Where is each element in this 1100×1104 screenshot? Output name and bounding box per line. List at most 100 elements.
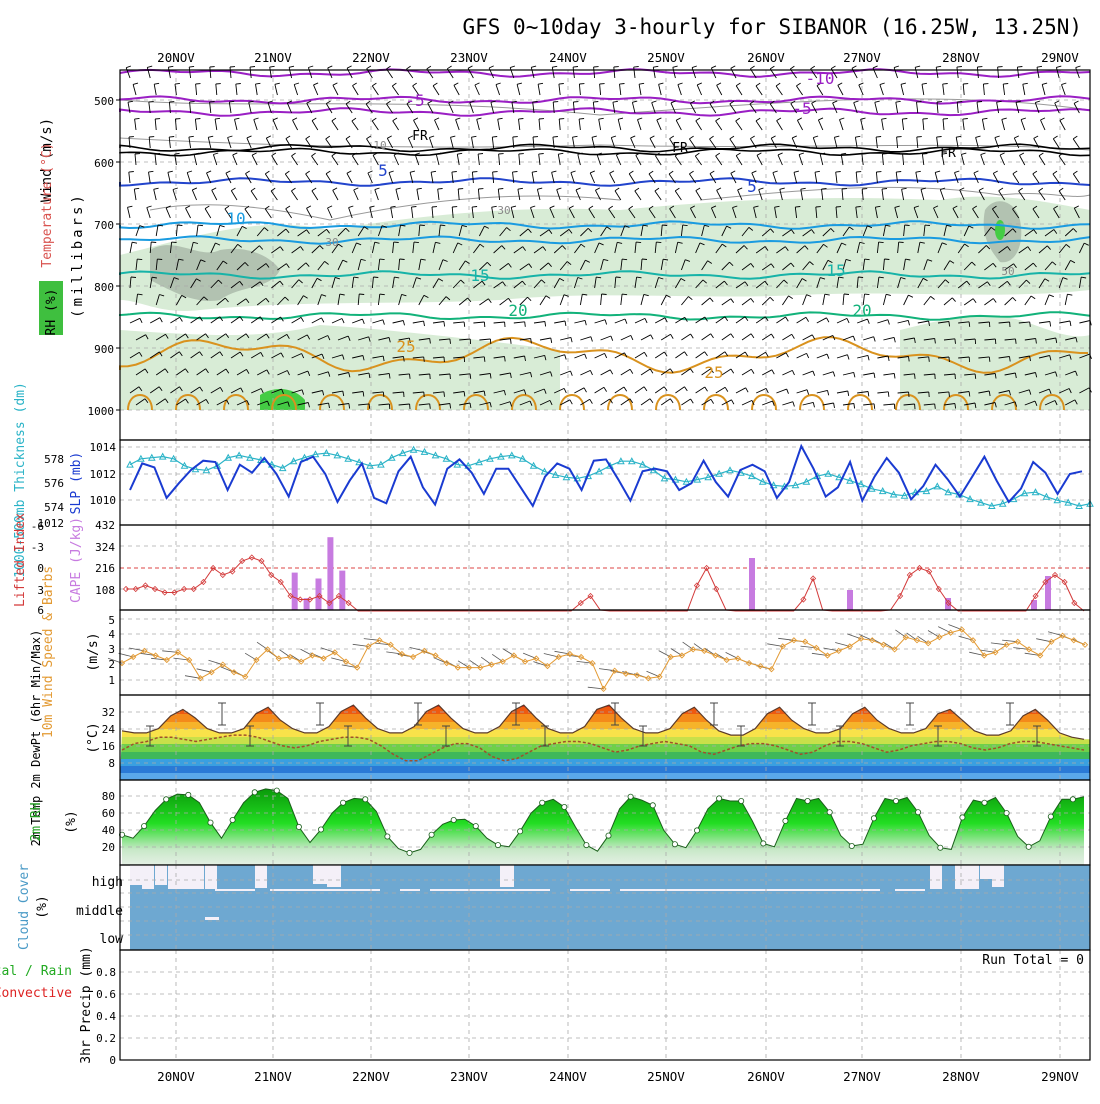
wind-barb-flag [573,67,578,68]
wind-barb [231,191,237,200]
wind-barb-flag [848,391,849,396]
wind-barb [216,84,217,95]
wind-barb-flag [963,119,968,120]
top-date-28NOV: 28NOV [942,50,980,65]
wind-barb [635,387,644,393]
wind-barb-flag [354,188,359,190]
contour-label: 25 [704,363,723,382]
wind-barb-flag [370,206,375,207]
wind-barb [797,317,806,323]
wind-barb-flag [662,225,667,226]
wind-barb [475,85,480,95]
thickness-tick: 578 [44,453,64,466]
wind-barb [659,84,662,95]
top-date-27NOV: 27NOV [843,50,881,65]
wind-barb-flag [882,118,887,119]
wind-barb [678,85,682,95]
wind-barb-flag [976,136,981,137]
wind-barb-flag [414,242,419,243]
temp-contour-25-blob [752,395,776,410]
wind-barb [539,119,540,130]
contour-label: 5 [378,161,388,180]
wind-barb-flag [852,66,856,68]
temp-tick: 24 [102,723,116,736]
wind-barb [782,402,793,405]
wind-barb-flag [417,188,422,189]
wind-barb-flag [468,66,472,68]
wind-barb-flag [1062,83,1067,85]
wind-barb-flag [380,259,385,260]
wind-barb-flag [801,188,806,189]
wind-barb [882,119,884,130]
wind-barb-flag [812,335,814,339]
wind-barb-flag [1073,136,1077,139]
wind-barb [293,120,298,130]
wind-barb [621,335,631,340]
wind-barb [621,399,630,405]
wind-barb [368,173,373,183]
cloud-streak [205,917,219,920]
wind-barb-flag [134,188,139,189]
wind-barb-flag [796,83,800,86]
wind-barb [837,355,848,358]
wind-barb [653,67,655,78]
wind-barb-flag [477,118,482,119]
wind-barb [531,67,534,78]
wind-barb-flag [610,171,614,173]
rh2m-marker [1070,797,1075,802]
wind-barb-flag [301,317,304,321]
wind-barb-flag [420,225,425,226]
wind-barb-flag [1039,153,1043,156]
wind-barb [742,369,751,375]
wind-barb [600,84,601,95]
wind-barb-flag [444,392,445,397]
cape-bar [749,558,755,610]
wind-barb-flag [424,357,425,362]
wind-barb [963,84,964,95]
ylabel-temp: Temperature (°C) [40,142,55,267]
wind-barb [776,317,785,323]
wind-barb [212,190,217,200]
wind-barb [154,189,157,200]
wind-barb [1041,120,1046,130]
wind-barb-flag [982,118,987,119]
wind-barb [957,102,958,113]
wind-barb [615,191,621,200]
wind-barb-flag [685,387,688,391]
wind-barb [129,172,130,183]
wind-barb-flag [400,259,405,260]
wind-barb [944,298,952,305]
cloud-gap [255,865,267,888]
wind-barb [717,85,722,95]
wind-barb-flag [1074,101,1078,103]
wind-barb-flag [999,188,1003,191]
wind-barb-flag [937,137,942,138]
wind-barb-flag [250,67,255,68]
wind-barb [696,191,702,200]
wind-barb-flag [1013,171,1017,174]
wind-barb-flag [450,339,451,344]
wind-barb-flag [175,83,180,84]
wind-barb [782,334,791,340]
rh2m-marker [628,794,633,799]
wind-barb [736,156,742,165]
wind-barb-flag [901,83,906,84]
lifted-index-series [126,558,1084,612]
cloud-gap [967,865,979,889]
contour-label: 50 [1001,265,1014,278]
wind-barb [1079,321,1090,324]
wind-barb-flag [717,188,721,190]
wind-barb-flag [333,188,337,190]
wind-barb [641,399,650,405]
wind-barb-flag [595,188,599,190]
wind-barb-flag [771,136,775,138]
wind-barb-flag [590,370,592,375]
wind-barb-flag [656,242,661,243]
wind-barb [736,121,742,130]
wind-barb-flag [195,119,200,120]
wind-barb [449,103,454,113]
cloud-streak [430,889,550,891]
wind-barb [560,295,564,305]
wind-barb [130,318,140,323]
